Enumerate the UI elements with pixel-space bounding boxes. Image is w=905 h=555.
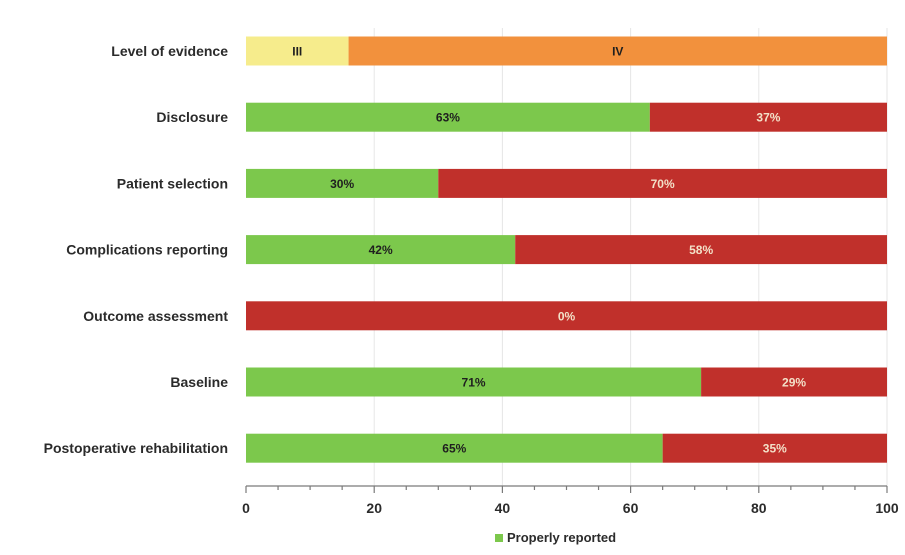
bar-segment — [515, 235, 887, 265]
bar-data-label: 58% — [689, 243, 713, 257]
bar-segment — [649, 102, 887, 132]
bar-data-label: 30% — [330, 177, 354, 191]
x-tick-label: 20 — [366, 500, 382, 516]
category-label: Outcome assessment — [83, 308, 228, 324]
bar-data-label: 42% — [369, 243, 393, 257]
category-label: Complications reporting — [66, 242, 228, 258]
legend-label: Properly reported — [507, 530, 616, 545]
bar-data-label: 70% — [651, 177, 675, 191]
bar-data-label: IV — [612, 45, 623, 59]
bar-data-label: III — [292, 45, 302, 59]
category-label: Baseline — [170, 374, 228, 390]
bar-segment — [662, 433, 887, 463]
legend-swatch — [495, 534, 503, 542]
category-label: Patient selection — [117, 175, 228, 191]
category-labels: Level of evidence Disclosure Patient selec… — [44, 43, 229, 456]
x-tick-label: 40 — [495, 500, 511, 516]
bar-segment — [438, 168, 887, 198]
bar-data-label: 65% — [442, 442, 466, 456]
x-tick-label: 100 — [875, 500, 899, 516]
bar-segment — [246, 235, 516, 265]
bar-data-label: 35% — [763, 442, 787, 456]
bar-segment — [348, 36, 887, 66]
x-tick-label: 80 — [751, 500, 767, 516]
bar-segment — [701, 367, 887, 397]
bar-data-label: 0% — [558, 309, 576, 323]
bar-segment — [246, 433, 663, 463]
category-label: Level of evidence — [111, 43, 228, 59]
bar-data-label: 63% — [436, 111, 460, 125]
x-tick-label: 60 — [623, 500, 639, 516]
bar-data-label: 71% — [462, 376, 486, 390]
legend: Properly reported — [495, 530, 616, 545]
bars: III IV 63% 37% 30% 70% 42% 58% 0% 71% 29% 65% 35% — [246, 36, 887, 463]
bar-data-label: 37% — [756, 111, 780, 125]
bar-segment — [246, 102, 650, 132]
bar-segment — [246, 36, 349, 66]
x-tick-label: 0 — [242, 500, 250, 516]
category-label: Postoperative rehabilitation — [44, 440, 228, 456]
x-axis: 0 20 40 60 80 100 — [242, 485, 899, 516]
bar-data-label: 29% — [782, 376, 806, 390]
category-label: Disclosure — [156, 109, 228, 125]
bar-segment — [246, 168, 439, 198]
bar-segment — [246, 301, 887, 331]
bar-segment — [246, 367, 702, 397]
